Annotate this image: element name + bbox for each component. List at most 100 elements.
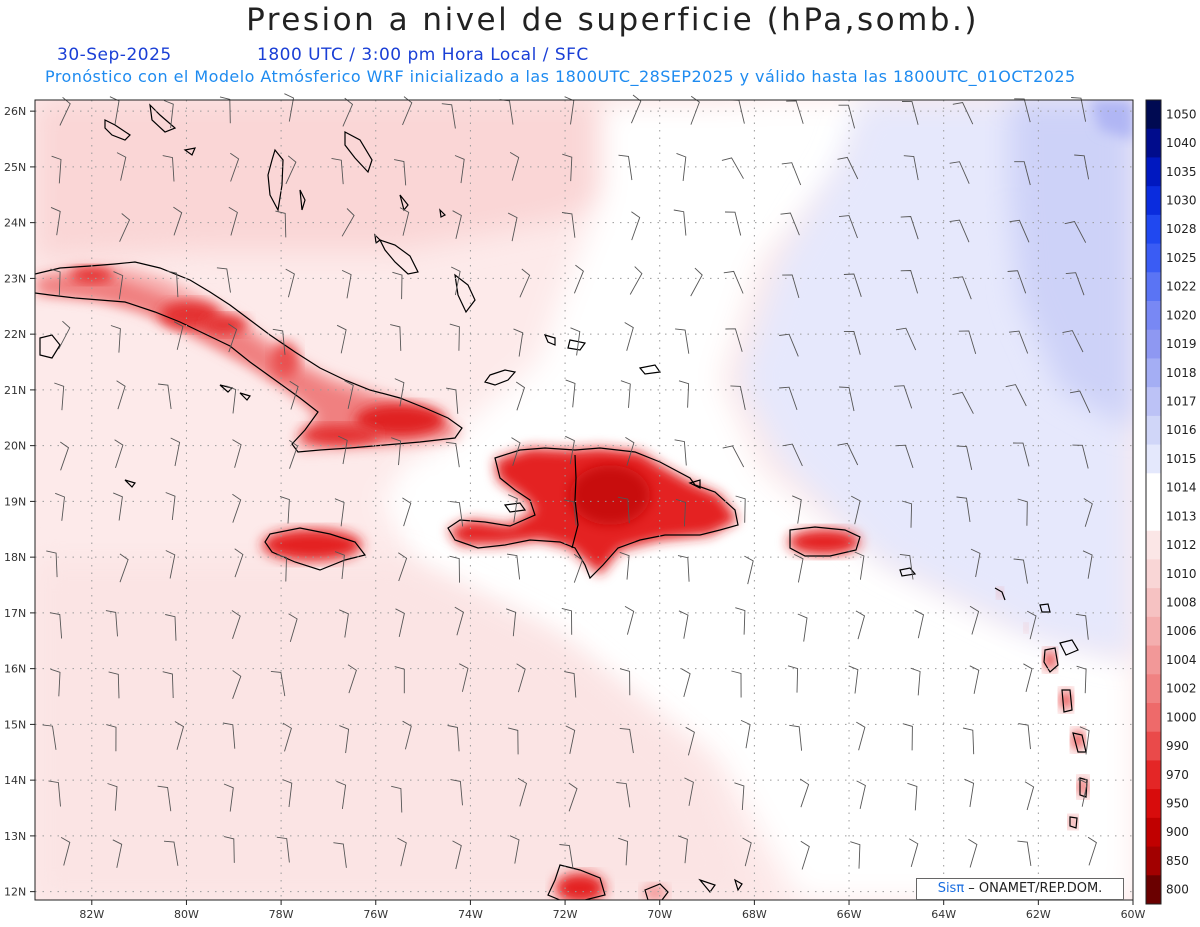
lat-label: 24N: [4, 217, 26, 230]
wind-barb: [681, 668, 691, 698]
wind-barb: [119, 213, 131, 242]
pressure-colorbar: 1050 1040 1035 1030 1028 1025 1022 1020 1019 1018…: [1145, 99, 1197, 905]
lon-label: 76W: [363, 908, 388, 921]
wind-barb: [113, 271, 124, 300]
wind-barb: [289, 380, 299, 410]
colorbar-swatch: [1146, 128, 1161, 158]
wind-barb: [968, 838, 978, 868]
wind-barb: [230, 152, 240, 182]
wind-barb: [231, 610, 241, 639]
wind-barb: [106, 724, 117, 752]
wind-barb: [970, 548, 981, 578]
wind-barb: [513, 328, 524, 357]
wind-barb: [452, 210, 462, 239]
wind-barb: [222, 722, 236, 749]
wind-barb: [684, 777, 694, 806]
wind-barb: [1079, 726, 1090, 755]
wind-barbs: [42, 93, 1097, 870]
wind-barb: [223, 783, 234, 812]
wind-barb: [50, 668, 61, 697]
colorbar-swatch: [1146, 387, 1161, 417]
wind-barb: [112, 839, 123, 868]
wind-barb: [1077, 778, 1088, 807]
wind-barb: [735, 607, 746, 635]
wind-barb: [620, 380, 631, 408]
wind-barb: [397, 837, 407, 867]
colorbar-label: 1050: [1166, 107, 1197, 121]
lon-label: 74W: [458, 908, 483, 921]
wind-barb: [1013, 558, 1028, 584]
wind-barb: [630, 94, 642, 124]
wind-barb: [690, 95, 700, 125]
map-title: Presion a nivel de superficie (hPa,somb.…: [246, 2, 979, 38]
wind-barb: [624, 606, 635, 635]
wind-barb: [723, 270, 744, 294]
wind-barb: [956, 496, 971, 522]
colorbar-swatch: [1146, 645, 1161, 675]
wind-barb: [722, 445, 745, 468]
wind-barb: [506, 608, 517, 637]
colorbar-label: 1030: [1166, 194, 1197, 208]
wind-barb: [561, 212, 576, 238]
lat-label: 19N: [4, 495, 26, 508]
colorbar-label: 1012: [1166, 538, 1197, 552]
wind-barb: [964, 778, 975, 808]
wind-barb: [173, 206, 183, 236]
wind-barb: [854, 551, 865, 580]
wind-barb: [276, 836, 290, 863]
lat-lon-grid: [35, 100, 1134, 900]
lat-label: 18N: [4, 551, 26, 564]
wind-barb: [60, 837, 71, 866]
colorbar-swatch: [1146, 559, 1161, 589]
lon-label: 66W: [837, 908, 862, 921]
colorbar-swatch: [1146, 731, 1161, 761]
wind-barb: [54, 382, 65, 411]
wind-barb: [903, 155, 919, 181]
wind-barb: [573, 264, 584, 294]
wind-barb: [744, 555, 754, 585]
wind-barb: [624, 322, 634, 351]
wind-barb: [1009, 219, 1030, 243]
wind-barb: [289, 440, 299, 469]
wind-barb: [962, 727, 975, 755]
wind-barb: [228, 206, 238, 236]
wind-barb: [109, 96, 120, 125]
wind-barb: [895, 444, 914, 469]
wind-barb: [399, 207, 410, 236]
wind-barb: [166, 270, 179, 298]
wind-barb: [629, 266, 643, 295]
colorbar-label: 1028: [1166, 222, 1197, 236]
wind-barb: [59, 96, 71, 126]
wind-barb: [839, 386, 855, 412]
wind-barb: [402, 720, 412, 750]
wind-barb: [619, 727, 634, 754]
wind-barb: [856, 780, 866, 809]
wind-barb: [515, 381, 526, 411]
wind-barb: [391, 785, 403, 813]
wind-barb: [562, 153, 573, 182]
colorbar-swatch: [1146, 817, 1161, 848]
wind-barb: [447, 725, 460, 752]
wind-barb: [288, 613, 298, 643]
wind-barb: [516, 663, 526, 693]
wind-barb: [855, 610, 866, 640]
wind-barb: [1082, 550, 1093, 579]
wind-barb: [901, 101, 919, 125]
wind-barb: [969, 665, 980, 694]
wind-barb: [1014, 98, 1031, 123]
wind-barb: [1069, 390, 1091, 413]
colorbar-label: 1010: [1166, 567, 1197, 581]
wind-barb: [908, 838, 919, 868]
wind-barb: [1083, 498, 1093, 527]
wind-barb: [58, 320, 71, 350]
wind-barb: [452, 840, 462, 870]
wind-barb: [449, 555, 460, 583]
lat-label: 17N: [4, 607, 26, 620]
wind-barb: [162, 671, 174, 699]
wind-barb: [1007, 270, 1027, 294]
wind-barb: [336, 780, 347, 809]
wind-barb: [234, 548, 244, 578]
wind-barb: [509, 152, 520, 181]
valid-date: 30-Sep-2025: [57, 45, 172, 65]
